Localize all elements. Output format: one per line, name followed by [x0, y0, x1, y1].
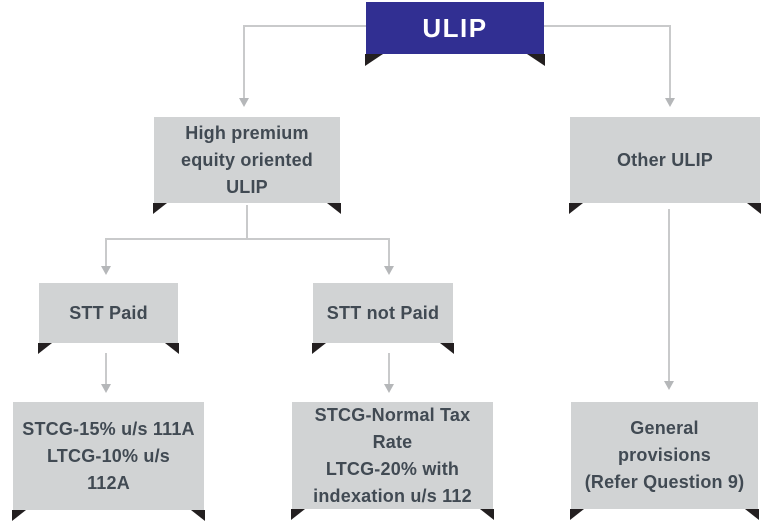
ribbon-fold-icon	[191, 510, 205, 521]
ribbon-fold-icon	[480, 509, 494, 520]
ribbon-fold-icon	[570, 509, 584, 520]
connector-ulip-to-high-premium-h	[243, 25, 366, 27]
ribbon-fold-icon	[291, 509, 305, 520]
node-other-ulip-label: Other ULIP	[616, 149, 713, 170]
node-ulip: ULIP	[365, 2, 545, 66]
node-stt-paid-label: STT Paid	[69, 302, 148, 323]
ribbon-fold-icon	[747, 203, 761, 214]
node-stcg-111a-label: STCG-15% u/s 111A LTCG-10% u/s 112A	[22, 418, 195, 493]
connector-high-premium-split-h	[105, 238, 389, 240]
node-high-premium-ulip: High premium equity oriented ULIP	[153, 117, 341, 214]
node-general-provisions: General provisions (Refer Question 9)	[570, 402, 759, 520]
node-stcg-normal-tax: STCG-Normal Tax Rate LTCG-20% with index…	[291, 402, 494, 520]
ribbon-fold-icon	[527, 54, 545, 66]
connector-ulip-to-high-premium-v	[243, 25, 245, 100]
node-stcg-111a: STCG-15% u/s 111A LTCG-10% u/s 112A	[12, 402, 205, 521]
arrow-down-icon	[665, 98, 675, 107]
arrow-down-icon	[101, 266, 111, 275]
arrow-down-icon	[384, 266, 394, 275]
ribbon-fold-icon	[365, 54, 383, 66]
arrow-down-icon	[664, 381, 674, 390]
ribbon-fold-icon	[569, 203, 583, 214]
ribbon-fold-icon	[153, 203, 167, 214]
node-stt-paid: STT Paid	[38, 283, 179, 354]
ribbon-fold-icon	[745, 509, 759, 520]
ribbon-fold-icon	[440, 343, 454, 354]
node-other-ulip: Other ULIP	[569, 117, 761, 214]
node-high-premium-ulip-label: High premium equity oriented ULIP	[180, 122, 313, 197]
connector-ulip-to-other-h	[544, 25, 670, 27]
connector-other-to-general-v	[668, 209, 670, 382]
arrow-down-icon	[239, 98, 249, 107]
connector-stt-paid-to-stcg-v	[105, 353, 107, 385]
ribbon-fold-icon	[327, 203, 341, 214]
connector-to-stt-paid-v	[105, 238, 107, 267]
ribbon-fold-icon	[12, 510, 26, 521]
arrow-down-icon	[384, 384, 394, 393]
node-stt-not-paid-label: STT not Paid	[326, 302, 440, 323]
connector-ulip-to-other-v	[669, 25, 671, 100]
connector-to-stt-not-paid-v	[388, 238, 390, 267]
ribbon-fold-icon	[312, 343, 326, 354]
node-stt-not-paid: STT not Paid	[312, 283, 454, 354]
node-general-provisions-label: General provisions (Refer Question 9)	[584, 418, 745, 492]
ribbon-fold-icon	[38, 343, 52, 354]
connector-high-premium-stem	[246, 205, 248, 239]
connector-stt-not-paid-to-stcg-v	[388, 353, 390, 385]
node-stcg-normal-tax-label: STCG-Normal Tax Rate LTCG-20% with index…	[313, 404, 472, 506]
ribbon-fold-icon	[165, 343, 179, 354]
node-ulip-label: ULIP	[422, 13, 488, 43]
arrow-down-icon	[101, 384, 111, 393]
